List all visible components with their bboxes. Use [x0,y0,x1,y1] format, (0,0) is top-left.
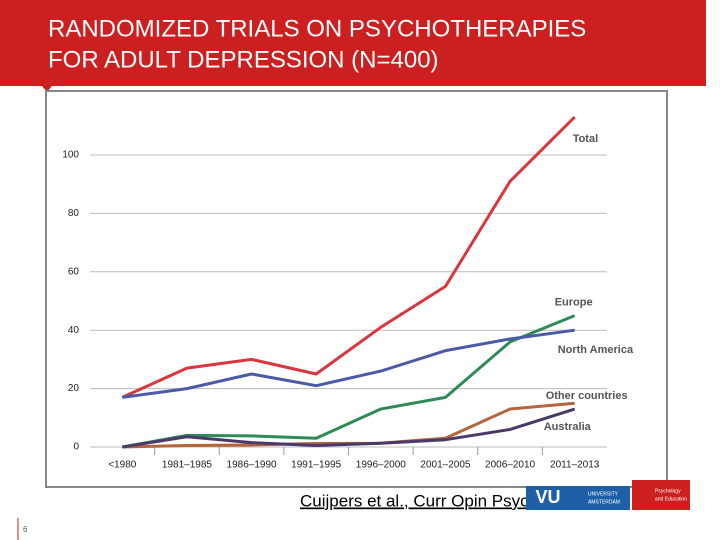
series-line [122,328,575,399]
y-tick-label: 40 [68,325,80,336]
series-line [122,407,576,449]
logo-text: AMSTERDAM [588,499,620,505]
y-tick-label: 80 [68,208,80,219]
y-tick-label: 60 [68,266,80,277]
y-tick-label: 0 [73,442,79,453]
logo-text: UNIVERSITY [588,491,619,497]
x-tick-label: <1980 [108,460,137,471]
marker [42,80,52,92]
logo [526,486,630,510]
slide-number: 6 [23,525,28,534]
x-tick-label: 1981–1985 [162,460,212,471]
slide-title: FOR ADULT DEPRESSION (N=400) [48,46,439,73]
faculty-text: Psychology [655,488,681,494]
header-band [0,0,706,86]
slide-title: RANDOMIZED TRIALS ON PSYCHOTHERAPIES [48,15,586,42]
x-tick-label: 2006–2010 [485,460,535,471]
x-tick-label: 1991–1995 [291,460,341,471]
series-label: North America [558,344,634,356]
series-label: Europe [555,297,593,309]
x-tick-label: 2001–2005 [420,460,470,471]
series-label: Other countries [546,390,628,402]
series-label: Total [573,133,598,145]
x-tick-label: 2011–2013 [550,460,600,471]
x-tick-label: 1996–2000 [356,460,406,471]
series-label: Australia [544,421,592,433]
y-tick-label: 20 [68,383,80,394]
x-tick-label: 1986–1990 [227,460,277,471]
y-tick-label: 100 [62,150,79,161]
logo-text: VU [535,487,560,507]
faculty-box [632,480,690,510]
faculty-text: and Education [655,496,687,502]
series-line [122,314,576,449]
series-line [121,115,576,399]
